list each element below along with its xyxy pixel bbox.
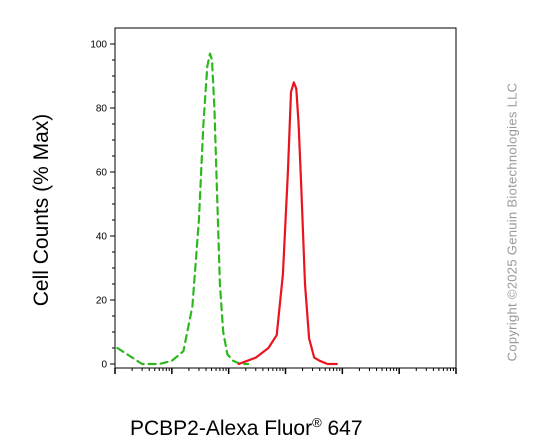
y-tick-label: 40: [96, 232, 108, 243]
plot-area: 0 20 40 60 80 100: [90, 27, 457, 374]
y-tick-label: 60: [96, 168, 108, 179]
x-axis-label-suffix: 647: [321, 417, 363, 440]
y-tick-label: 20: [96, 296, 108, 307]
series-line-1: [116, 52, 250, 366]
y-axis-label: Cell Counts (% Max): [30, 113, 53, 307]
series-line-2: [237, 81, 338, 366]
y-tick-label: 80: [96, 104, 108, 115]
y-tick-label: 0: [101, 360, 107, 371]
x-axis-label-text: PCBP2-Alexa Fluor: [130, 417, 313, 440]
y-tick-label: 100: [90, 40, 107, 51]
plot-frame: [114, 27, 457, 369]
x-axis-label: PCBP2-Alexa Fluor® 647: [130, 415, 363, 441]
registered-mark: ®: [312, 415, 322, 430]
copyright-watermark: Copyright ©2025 Genuin Biotechnologies L…: [504, 82, 520, 362]
